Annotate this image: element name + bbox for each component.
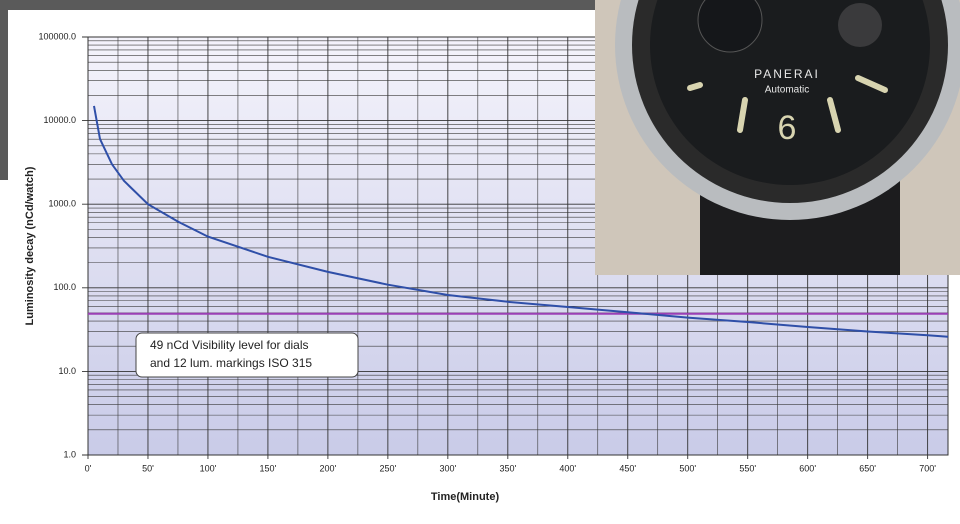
y-tick-label: 10.0 [58,366,76,376]
y-tick-label: 1.0 [63,449,76,459]
x-tick-label: 300' [439,463,456,473]
photo: PANERAI Automatic 6 [595,0,960,275]
annotation: 49 nCd Visibility level for dials [150,338,309,352]
annotation: and 12 lum. markings ISO 315 [150,356,312,370]
x-tick-label: 250' [379,463,396,473]
y-tick-label: 1000.0 [48,199,76,209]
x-tick-label: 650' [859,463,876,473]
chart: Luminosity decay (nCd/watch) Time(Minute… [0,0,960,524]
x-tick-label: 550' [739,463,756,473]
y-tick-label: 100000.0 [38,31,76,41]
x-tick-label: 400' [559,463,576,473]
brand: PANERAI [754,67,820,81]
model: Automatic [765,85,809,96]
x-tick-label: 50' [142,463,154,473]
y-axis-label: Luminosity decay (nCd/watch) [24,166,36,325]
frame [0,0,8,180]
subdial [838,3,882,47]
numeral: 6 [778,109,797,147]
y-tick-label: 100.0 [53,282,76,292]
x-tick-label: 600' [799,463,816,473]
x-tick-label: 500' [679,463,696,473]
x-tick-label: 350' [499,463,516,473]
x-tick-label: 700' [919,463,936,473]
x-tick-label: 100' [200,463,217,473]
x-tick-label: 200' [320,463,337,473]
page: Luminosity decay (nCd/watch) Time(Minute… [0,0,960,524]
x-tick-label: 450' [619,463,636,473]
x-axis-label: Time(Minute) [431,491,500,503]
index [690,85,700,88]
x-tick-label: 150' [260,463,277,473]
x-tick-label: 0' [85,463,92,473]
y-tick-label: 10000.0 [43,115,76,125]
